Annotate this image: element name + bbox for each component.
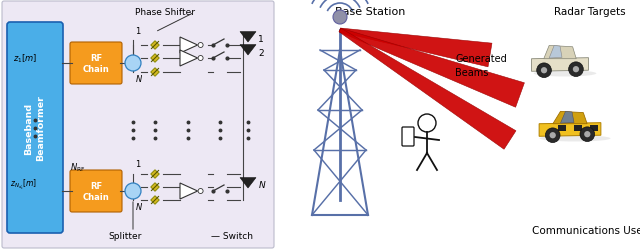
Polygon shape bbox=[531, 58, 589, 72]
Circle shape bbox=[198, 56, 203, 61]
Ellipse shape bbox=[534, 71, 596, 77]
Polygon shape bbox=[240, 178, 256, 188]
Polygon shape bbox=[151, 196, 159, 204]
Circle shape bbox=[125, 56, 141, 72]
Text: 1: 1 bbox=[135, 27, 140, 36]
Text: $z_1[m]$: $z_1[m]$ bbox=[13, 52, 37, 65]
Text: RF
Chain: RF Chain bbox=[83, 54, 109, 74]
Polygon shape bbox=[549, 46, 562, 59]
Text: RF
Chain: RF Chain bbox=[83, 181, 109, 201]
Polygon shape bbox=[151, 54, 159, 63]
Polygon shape bbox=[180, 183, 198, 199]
Polygon shape bbox=[151, 170, 159, 178]
Circle shape bbox=[573, 67, 579, 73]
Circle shape bbox=[584, 132, 591, 138]
Polygon shape bbox=[180, 51, 198, 67]
Polygon shape bbox=[151, 68, 159, 77]
Bar bbox=[589, 126, 598, 132]
Text: $N_{\rm RF}$: $N_{\rm RF}$ bbox=[70, 161, 85, 173]
Polygon shape bbox=[151, 183, 159, 192]
Circle shape bbox=[198, 43, 203, 48]
FancyBboxPatch shape bbox=[402, 128, 414, 146]
FancyBboxPatch shape bbox=[70, 43, 122, 85]
Text: Generated
Beams: Generated Beams bbox=[455, 54, 507, 77]
Circle shape bbox=[569, 62, 583, 77]
Text: $N$: $N$ bbox=[135, 73, 143, 84]
Polygon shape bbox=[340, 29, 492, 68]
Circle shape bbox=[198, 189, 203, 194]
Ellipse shape bbox=[540, 136, 611, 142]
FancyBboxPatch shape bbox=[7, 23, 63, 233]
Circle shape bbox=[537, 64, 551, 78]
Circle shape bbox=[541, 68, 547, 74]
Circle shape bbox=[580, 127, 595, 142]
Polygon shape bbox=[544, 46, 576, 60]
Text: — Switch: — Switch bbox=[211, 231, 253, 240]
Text: Splitter: Splitter bbox=[108, 231, 141, 240]
Circle shape bbox=[125, 183, 141, 199]
Text: 1: 1 bbox=[258, 34, 264, 43]
Text: $N$: $N$ bbox=[135, 200, 143, 211]
Text: $N$: $N$ bbox=[258, 178, 266, 189]
Text: Radar Targets: Radar Targets bbox=[554, 7, 626, 17]
Polygon shape bbox=[151, 42, 159, 50]
Polygon shape bbox=[561, 112, 574, 124]
Polygon shape bbox=[539, 123, 601, 137]
Polygon shape bbox=[339, 29, 516, 150]
Circle shape bbox=[418, 114, 436, 132]
Circle shape bbox=[545, 128, 560, 143]
FancyBboxPatch shape bbox=[2, 2, 274, 248]
Bar bbox=[573, 126, 582, 132]
Text: Phase Shifter: Phase Shifter bbox=[135, 8, 195, 17]
Text: 2: 2 bbox=[258, 48, 264, 57]
Text: $z_{N_{d_s}}[m]$: $z_{N_{d_s}}[m]$ bbox=[10, 177, 37, 192]
Text: 1: 1 bbox=[135, 159, 140, 168]
Polygon shape bbox=[240, 46, 256, 56]
Polygon shape bbox=[180, 38, 198, 54]
Polygon shape bbox=[240, 32, 256, 43]
Circle shape bbox=[333, 11, 347, 25]
Text: Communications User: Communications User bbox=[532, 225, 640, 235]
Polygon shape bbox=[339, 29, 524, 108]
Text: Baseband
Beamformer: Baseband Beamformer bbox=[24, 95, 45, 161]
Circle shape bbox=[550, 132, 556, 139]
Bar bbox=[557, 126, 566, 132]
Polygon shape bbox=[553, 112, 587, 124]
FancyBboxPatch shape bbox=[70, 170, 122, 212]
Text: Base Station: Base Station bbox=[335, 7, 405, 17]
